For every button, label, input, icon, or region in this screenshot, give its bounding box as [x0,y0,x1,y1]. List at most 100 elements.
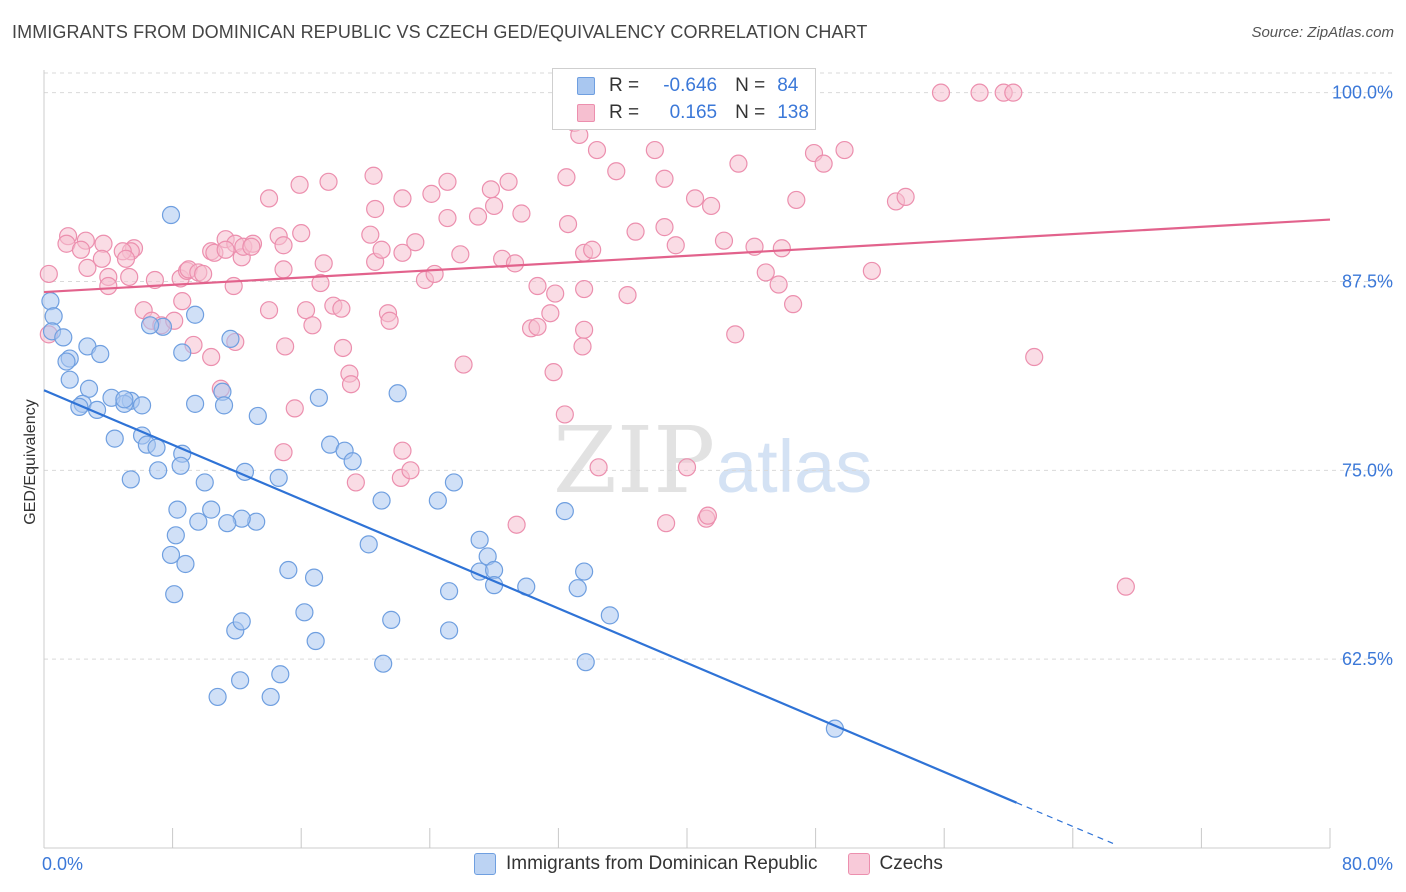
czech-point [1004,83,1023,102]
czech-point [544,363,563,382]
czech-point [528,317,547,336]
dominican-point [195,473,214,492]
dominican-point [149,461,168,480]
czech-point [546,284,565,303]
czech-point [970,83,989,102]
czech-point [333,338,353,358]
czech-point [557,168,576,187]
dominican-point [171,456,190,475]
czech-point [451,245,470,264]
dominican-point [470,530,489,549]
y-tick-label: 100.0% [1332,83,1393,103]
watermark-atlas: atlas [716,425,872,508]
czech-point [702,196,721,216]
dominican-point [444,473,464,492]
dominican-point [439,582,459,601]
czech-point [39,264,58,284]
dominican-point [140,316,160,335]
czech-point [393,441,412,460]
dominican-point [54,328,73,347]
stats-legend: R = -0.646 N = 84 R = 0.165 N = 138 [552,68,816,130]
dominican-point [166,526,185,545]
czech-point [814,154,833,173]
dominican-point [57,352,76,371]
dominican-point [231,671,250,690]
legend-item-czechs: Czechs [847,853,943,875]
czech-point [401,461,420,480]
dominican-trend-extension [1016,802,1114,845]
czech-point [772,239,791,258]
czech-point [655,218,674,237]
czech-point [835,140,854,160]
dominican-point [60,370,79,389]
dominican-point [214,396,234,415]
czech-point [499,172,518,191]
dominican-point [295,603,314,622]
czech-point [931,83,951,102]
dominican-trend-line [43,389,1017,804]
czech-point [292,224,311,243]
czech-point [303,316,322,335]
dominican-point [343,452,362,471]
dominican-point [382,610,401,629]
czech-point [274,236,293,255]
czech-point [618,285,637,305]
czech-point [657,514,676,533]
czech-point [319,172,338,191]
dominican-point [248,406,267,426]
czech-point [366,199,385,219]
legend-label-dominican: Immigrants from Dominican Republic [506,853,818,874]
czech-point [173,292,192,311]
dominican-point [575,562,594,581]
czech-point [438,172,457,191]
grid-lines [44,72,1392,660]
czech-point [666,236,685,255]
dominican-point [372,491,391,510]
watermark: ZIP atlas [553,407,872,514]
dominican-point [304,568,324,587]
czech-point [346,473,365,492]
legend-n-value: 138 [777,102,809,123]
legend-row-dominican: R = -0.646 N = 84 [577,73,798,99]
czech-point [116,249,136,268]
dominican-point [555,502,574,521]
dominican-point [186,394,205,413]
czech-point [575,279,594,299]
legend-swatch-blue [577,77,595,95]
czech-point [787,190,806,210]
dominican-point [202,500,221,519]
dominican-point [173,343,192,362]
czech-point [78,258,97,277]
czech-point [505,254,525,273]
legend-n-value: 84 [777,75,799,96]
czech-point [380,311,399,330]
series-legend: Immigrants from Dominican Republic Czech… [474,851,973,877]
czech-point [216,240,235,259]
legend-n-label: N = [735,75,766,96]
czech-point [202,347,221,367]
czech-point [372,240,391,259]
dominican-point [161,205,181,225]
czechs-points [39,83,1135,596]
legend-row-czechs: R = 0.165 N = 138 [577,100,809,126]
czech-point [587,140,607,160]
legend-r-value: 0.165 [669,102,718,123]
czech-point [259,301,279,320]
czech-point [769,275,788,294]
dominican-point [161,545,181,565]
axes [43,70,1331,849]
czech-point [468,207,488,226]
dominican-point [271,665,290,684]
czech-point [296,301,316,320]
czech-point [714,231,734,250]
dominican-point [221,329,240,349]
chart-title: IMMIGRANTS FROM DOMINICAN REPUBLIC VS CZ… [12,22,868,42]
x-tick-label-max: 80.0% [1342,854,1393,874]
czech-point [575,320,594,339]
czech-point [290,175,309,194]
dominican-point [374,654,393,673]
czech-point [422,184,441,203]
legend-n-label: N = [735,102,766,123]
czech-point [655,169,674,188]
